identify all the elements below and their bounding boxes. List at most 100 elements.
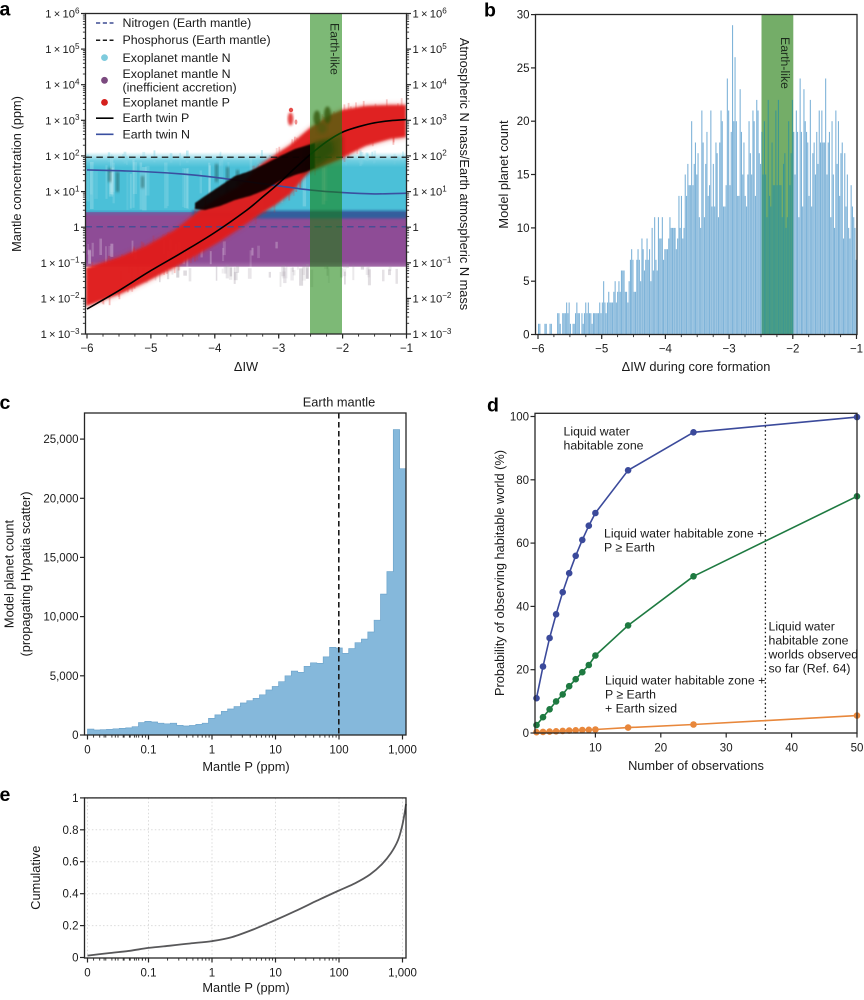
svg-text:0: 0: [523, 330, 529, 342]
svg-text:20: 20: [517, 116, 530, 128]
svg-text:−1: −1: [400, 343, 413, 355]
svg-text:1 × 10−2: 1 × 10−2: [41, 291, 80, 305]
svg-text:10: 10: [269, 745, 282, 757]
svg-text:20: 20: [516, 665, 529, 677]
svg-text:100: 100: [329, 745, 348, 757]
svg-text:1 × 10−3: 1 × 10−3: [41, 327, 80, 341]
svg-text:0.6: 0.6: [63, 857, 79, 869]
svg-text:c: c: [0, 392, 11, 414]
svg-text:60: 60: [516, 538, 529, 550]
svg-text:10: 10: [517, 223, 530, 235]
svg-text:1 × 101: 1 × 101: [413, 184, 448, 198]
svg-text:30: 30: [720, 743, 733, 755]
svg-text:50: 50: [851, 743, 864, 755]
svg-text:100: 100: [510, 412, 529, 424]
svg-text:P ≥ Earth: P ≥ Earth: [604, 541, 655, 555]
svg-text:e: e: [0, 784, 11, 806]
svg-text:1: 1: [209, 968, 215, 980]
svg-text:20,000: 20,000: [43, 493, 78, 505]
svg-text:1 × 10−1: 1 × 10−1: [41, 256, 80, 270]
svg-text:1 × 104: 1 × 104: [45, 78, 80, 92]
svg-text:d: d: [487, 395, 499, 417]
svg-text:1 × 103: 1 × 103: [413, 113, 448, 127]
svg-text:5: 5: [523, 276, 529, 288]
svg-text:worlds observed: worlds observed: [768, 648, 859, 662]
svg-text:Model planet count: Model planet count: [496, 120, 511, 229]
svg-text:1: 1: [209, 745, 215, 757]
svg-text:−6: −6: [80, 343, 93, 355]
svg-text:40: 40: [516, 601, 529, 613]
svg-text:80: 80: [516, 475, 529, 487]
svg-text:10,000: 10,000: [43, 612, 78, 624]
svg-text:−5: −5: [595, 344, 608, 356]
svg-text:1 × 105: 1 × 105: [45, 42, 80, 56]
svg-text:0.4: 0.4: [63, 889, 80, 901]
svg-text:1 × 105: 1 × 105: [413, 42, 448, 56]
svg-text:30: 30: [517, 10, 530, 22]
svg-text:Exoplanet mantle P: Exoplanet mantle P: [123, 96, 230, 110]
svg-text:25: 25: [517, 63, 530, 75]
svg-text:1 × 106: 1 × 106: [413, 6, 448, 20]
svg-text:40: 40: [785, 743, 798, 755]
svg-text:Nitrogen (Earth mantle): Nitrogen (Earth mantle): [123, 16, 252, 30]
svg-text:Mantle P (ppm): Mantle P (ppm): [202, 759, 289, 774]
svg-text:Mantle P (ppm): Mantle P (ppm): [202, 980, 289, 995]
svg-text:(inefficient accretion): (inefficient accretion): [123, 81, 237, 95]
svg-text:a: a: [0, 0, 11, 21]
svg-text:habitable zone: habitable zone: [564, 439, 644, 453]
svg-text:25,000: 25,000: [43, 434, 78, 446]
svg-text:−5: −5: [144, 343, 157, 355]
svg-text:20: 20: [654, 743, 667, 755]
svg-text:0: 0: [72, 730, 78, 742]
svg-text:1 × 102: 1 × 102: [45, 149, 80, 163]
svg-text:Liquid water habitable zone +: Liquid water habitable zone +: [605, 674, 765, 688]
svg-text:0.8: 0.8: [63, 825, 79, 837]
svg-text:15: 15: [517, 170, 530, 182]
svg-text:so far (Ref. 64): so far (Ref. 64): [769, 662, 851, 676]
svg-text:−1: −1: [850, 344, 863, 356]
svg-text:Cumulative: Cumulative: [28, 846, 43, 910]
svg-text:1 × 103: 1 × 103: [45, 113, 80, 127]
svg-text:1: 1: [73, 222, 79, 234]
svg-text:−6: −6: [531, 344, 544, 356]
svg-text:1 × 106: 1 × 106: [45, 6, 80, 20]
svg-text:1 × 10−3: 1 × 10−3: [413, 327, 452, 341]
svg-text:Liquid water habitable zone +: Liquid water habitable zone +: [604, 527, 764, 541]
svg-text:100: 100: [329, 968, 348, 980]
svg-text:15,000: 15,000: [43, 552, 78, 564]
svg-text:0: 0: [523, 728, 529, 740]
svg-text:0.2: 0.2: [63, 921, 79, 933]
svg-text:5,000: 5,000: [50, 671, 79, 683]
svg-text:Liquid water: Liquid water: [564, 425, 630, 439]
svg-text:−4: −4: [208, 343, 222, 355]
svg-text:1: 1: [72, 793, 78, 805]
svg-text:−4: −4: [659, 344, 673, 356]
svg-text:1: 1: [413, 222, 419, 234]
svg-text:−3: −3: [723, 344, 736, 356]
svg-text:1 × 101: 1 × 101: [45, 184, 80, 198]
svg-text:Earth-like: Earth-like: [778, 37, 792, 89]
svg-text:1 × 10−2: 1 × 10−2: [413, 291, 452, 305]
svg-text:ΔIW during core formation: ΔIW during core formation: [622, 359, 771, 374]
svg-text:Earth twin P: Earth twin P: [123, 111, 190, 125]
svg-text:−2: −2: [336, 343, 349, 355]
svg-text:Phosphorus (Earth mantle): Phosphorus (Earth mantle): [123, 33, 271, 47]
svg-text:−2: −2: [786, 344, 799, 356]
svg-text:1,000: 1,000: [388, 745, 417, 757]
svg-text:Exoplanet mantle N: Exoplanet mantle N: [123, 51, 231, 65]
svg-text:0.1: 0.1: [141, 968, 157, 980]
svg-text:−3: −3: [272, 343, 285, 355]
svg-text:P ≥ Earth: P ≥ Earth: [605, 688, 656, 702]
svg-text:Earth twin N: Earth twin N: [123, 127, 190, 141]
svg-text:1,000: 1,000: [388, 968, 417, 980]
svg-text:1 × 102: 1 × 102: [413, 149, 448, 163]
svg-text:b: b: [484, 0, 496, 22]
svg-text:Probability of observing habit: Probability of observing habitable world…: [492, 450, 507, 696]
svg-text:Atmospheric N mass/Earth atmos: Atmospheric N mass/Earth atmospheric N m…: [457, 38, 472, 310]
svg-text:0: 0: [72, 953, 78, 965]
svg-text:Earth-like: Earth-like: [328, 23, 342, 75]
svg-text:Model planet count: Model planet count: [2, 519, 17, 628]
svg-text:ΔIW: ΔIW: [234, 359, 259, 374]
svg-text:Earth mantle: Earth mantle: [303, 395, 376, 410]
svg-text:+ Earth sized: + Earth sized: [605, 702, 677, 716]
